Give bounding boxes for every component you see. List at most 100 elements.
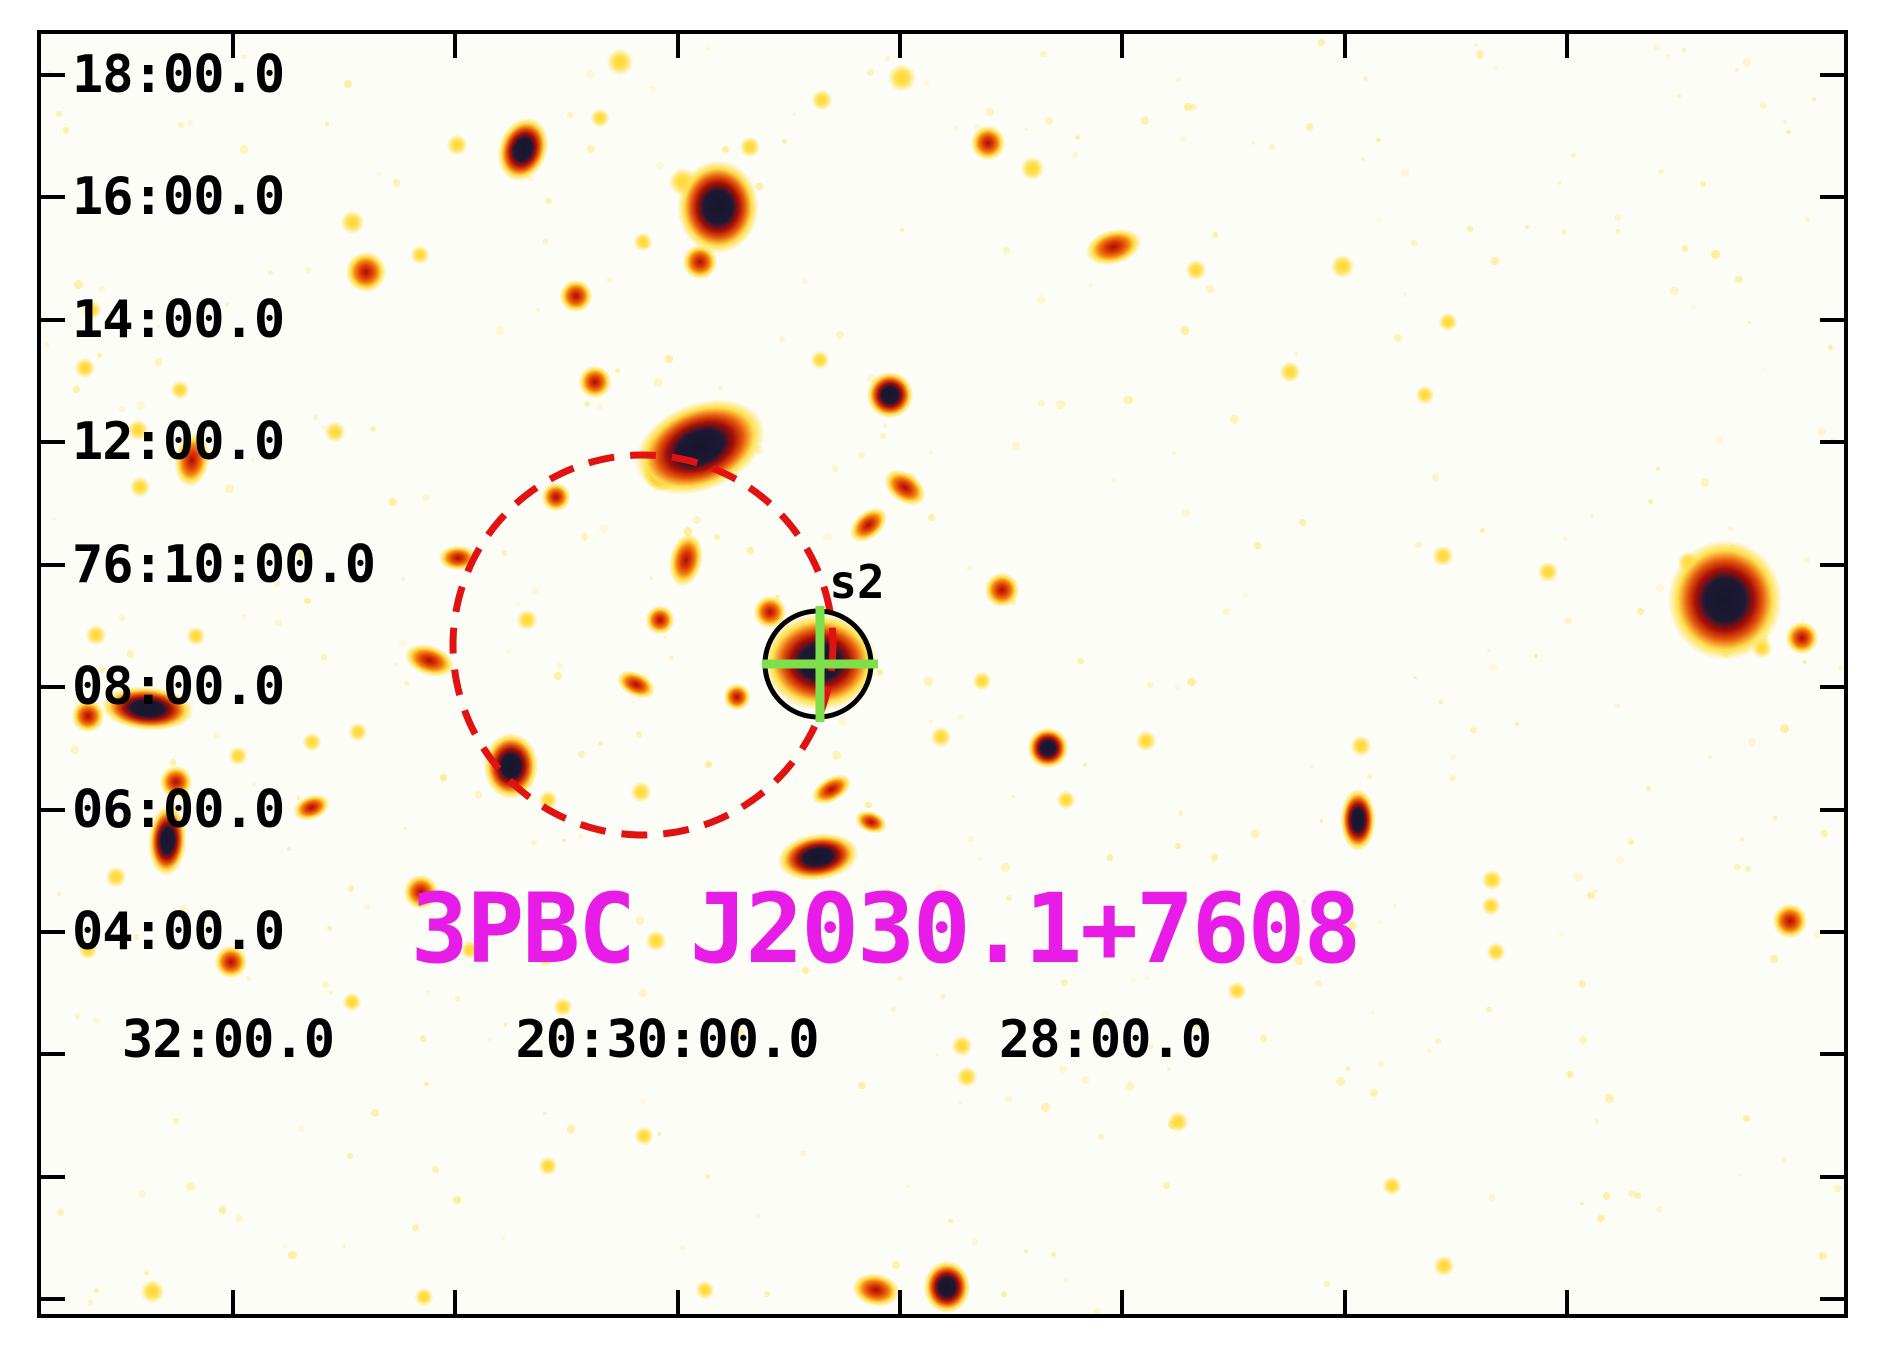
noise-speckle xyxy=(99,667,105,673)
noise-speckle xyxy=(1268,143,1275,150)
error-circle xyxy=(449,451,837,839)
noise-speckle xyxy=(1252,142,1256,146)
x-ray-source-blob xyxy=(460,940,480,960)
noise-speckle xyxy=(1738,1173,1743,1177)
noise-speckle xyxy=(487,1038,491,1042)
noise-speckle xyxy=(144,1270,149,1276)
noise-speckle xyxy=(73,280,83,290)
noise-speckle xyxy=(1742,1114,1751,1123)
noise-speckle xyxy=(1180,326,1190,335)
noise-speckle xyxy=(411,1223,419,1231)
noise-speckle xyxy=(1602,1192,1611,1200)
noise-speckle xyxy=(1001,1291,1007,1297)
noise-speckle xyxy=(1260,1035,1268,1043)
noise-speckle xyxy=(1205,284,1214,293)
noise-speckle xyxy=(864,801,872,809)
noise-speckle xyxy=(958,1101,962,1105)
noise-speckle xyxy=(1002,247,1010,255)
noise-speckle xyxy=(606,277,613,283)
x-ray-source-blob xyxy=(810,88,834,112)
noise-speckle xyxy=(393,179,401,187)
source-name-title: 3PBC J2030.1+7608 xyxy=(410,873,1362,985)
noise-speckle xyxy=(1044,116,1054,125)
noise-speckle xyxy=(116,69,124,77)
noise-speckle xyxy=(73,386,80,394)
x-ray-source-blob xyxy=(414,1287,434,1307)
noise-speckle xyxy=(1336,1076,1345,1086)
noise-speckle xyxy=(1036,295,1045,304)
noise-speckle xyxy=(267,269,274,276)
x-ray-source-blob xyxy=(339,209,365,235)
noise-speckle xyxy=(615,368,621,374)
noise-speckle xyxy=(657,1132,662,1136)
noise-speckle xyxy=(1305,123,1314,131)
noise-speckle xyxy=(587,144,596,153)
x-ray-source-blob xyxy=(633,232,653,252)
noise-speckle xyxy=(1187,677,1196,686)
noise-speckle xyxy=(56,111,63,118)
noise-speckle xyxy=(1580,1201,1584,1205)
x-ray-source-blob xyxy=(1382,1176,1402,1196)
noise-speckle xyxy=(1655,583,1664,592)
noise-speckle xyxy=(1376,137,1381,142)
noise-speckle xyxy=(424,1082,429,1087)
noise-speckle xyxy=(321,980,329,988)
noise-speckle xyxy=(1819,1252,1827,1260)
noise-speckle xyxy=(1081,1075,1090,1084)
noise-speckle xyxy=(154,358,163,367)
noise-speckle xyxy=(363,904,370,911)
noise-speckle xyxy=(501,549,508,556)
noise-speckle xyxy=(370,1109,379,1118)
tick-mark xyxy=(1820,318,1844,322)
noise-speckle xyxy=(1467,226,1473,232)
x-ray-source-blob xyxy=(1278,360,1302,384)
noise-speckle xyxy=(781,139,787,144)
x-ray-source-blob xyxy=(553,997,573,1017)
noise-speckle xyxy=(1837,665,1844,672)
noise-speckle xyxy=(1175,843,1182,849)
noise-speckle xyxy=(239,145,249,154)
tick-mark xyxy=(1820,1297,1844,1301)
noise-speckle xyxy=(225,484,234,493)
noise-speckle xyxy=(133,934,140,940)
x-ray-source-blob xyxy=(1536,560,1560,584)
noise-speckle xyxy=(288,1250,298,1260)
tick-mark xyxy=(41,808,65,812)
noise-speckle xyxy=(241,614,247,620)
x-ray-source-blob xyxy=(302,732,322,752)
noise-speckle xyxy=(1319,818,1324,823)
tick-mark xyxy=(1343,1290,1347,1314)
noise-speckle xyxy=(776,912,783,919)
noise-speckle xyxy=(1176,77,1181,82)
noise-speckle xyxy=(1177,810,1184,817)
noise-speckle xyxy=(1184,102,1193,111)
noise-speckle xyxy=(564,1047,570,1053)
noise-speckle xyxy=(1371,1010,1375,1015)
noise-speckle xyxy=(952,126,958,132)
noise-speckle xyxy=(1062,1277,1069,1284)
x-ray-source-blob xyxy=(634,1126,654,1146)
tick-mark xyxy=(1820,808,1844,812)
x-ray-source-blob xyxy=(1339,787,1377,853)
noise-speckle xyxy=(1558,931,1564,937)
noise-speckle xyxy=(639,989,648,998)
noise-speckle xyxy=(1762,367,1767,371)
noise-speckle xyxy=(929,451,933,455)
noise-speckle xyxy=(1742,58,1752,67)
noise-speckle xyxy=(1700,478,1710,487)
noise-speckle xyxy=(1656,466,1661,471)
noise-speckle xyxy=(195,80,201,86)
noise-speckle xyxy=(1106,854,1114,861)
noise-speckle xyxy=(1728,526,1733,531)
x-ray-source-blob xyxy=(1349,734,1373,758)
noise-speckle xyxy=(1252,829,1261,838)
noise-speckle xyxy=(1427,1048,1432,1053)
x-ray-source-blob xyxy=(1486,942,1506,962)
noise-speckle xyxy=(885,888,891,894)
noise-speckle xyxy=(532,587,539,594)
noise-speckle xyxy=(421,493,429,501)
noise-speckle xyxy=(186,1181,195,1191)
noise-speckle xyxy=(1534,654,1538,658)
noise-speckle xyxy=(92,1017,100,1025)
